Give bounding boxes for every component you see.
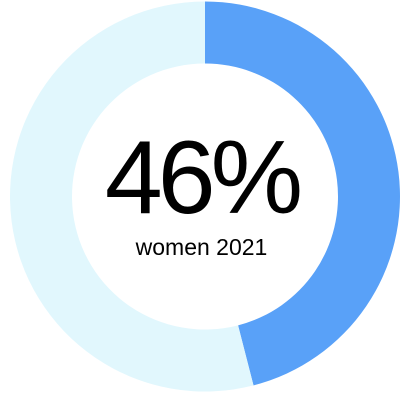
donut-slice-highlight (205, 1, 401, 386)
donut-slice-remainder (10, 1, 254, 392)
center-value: 46% (104, 120, 303, 236)
center-label: women 2021 (135, 234, 268, 260)
